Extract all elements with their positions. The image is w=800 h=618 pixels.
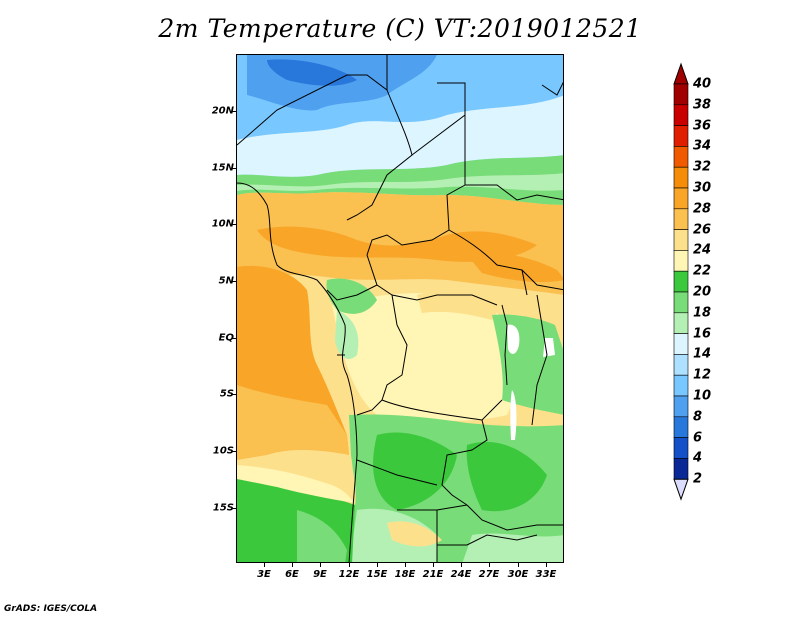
lat-label-10s: 10S xyxy=(212,445,234,457)
colorbar-swatch xyxy=(673,437,689,459)
lat-tick xyxy=(232,394,236,395)
colorbar-label: 38 xyxy=(693,97,712,113)
lon-label-12e: 12E xyxy=(338,569,360,580)
colorbar-swatch xyxy=(673,416,689,438)
colorbar-swatch xyxy=(673,333,689,355)
colorbar-swatch xyxy=(673,166,689,189)
lon-label-21e: 21E xyxy=(422,569,444,580)
colorbar-label: 36 xyxy=(693,118,712,134)
lake-tanganyika xyxy=(510,390,517,440)
lon-label-33e: 33E xyxy=(535,569,557,580)
lon-label-9e: 9E xyxy=(313,569,327,580)
colorbar-label: 14 xyxy=(693,346,712,362)
lon-tick xyxy=(461,563,462,567)
lat-tick xyxy=(232,224,236,225)
colorbar-swatch xyxy=(673,374,689,397)
colorbar-label: 24 xyxy=(693,242,712,258)
lon-tick xyxy=(546,563,547,567)
lon-label-18e: 18E xyxy=(394,569,416,580)
lon-tick xyxy=(489,563,490,567)
colorbar-swatch xyxy=(673,270,689,293)
lat-label-5n: 5N xyxy=(218,275,234,287)
colorbar-label: 6 xyxy=(693,430,703,446)
colorbar-label: 26 xyxy=(693,222,712,238)
colorbar-label: 22 xyxy=(693,263,712,279)
colorbar-top-arrow xyxy=(673,62,689,85)
lon-label-30e: 30E xyxy=(507,569,529,580)
colorbar-label: 12 xyxy=(693,367,712,383)
colorbar-label: 28 xyxy=(693,201,712,217)
colorbar-swatch xyxy=(673,104,689,126)
lon-tick xyxy=(320,563,321,567)
lat-tick xyxy=(232,338,236,339)
colorbar-swatch xyxy=(673,250,689,272)
lon-tick xyxy=(377,563,378,567)
colorbar-label: 30 xyxy=(693,180,712,196)
colorbar-swatch xyxy=(673,291,689,314)
lon-label-3e: 3E xyxy=(257,569,271,580)
colorbar-label: 10 xyxy=(693,388,712,404)
lat-tick xyxy=(232,451,236,452)
colorbar-label: 20 xyxy=(693,284,712,300)
lake-victoria xyxy=(507,324,520,354)
colorbar-swatch xyxy=(673,458,689,480)
lat-tick xyxy=(232,508,236,509)
congo-basin xyxy=(332,293,519,421)
colorbar-swatch xyxy=(673,208,689,230)
lon-tick xyxy=(433,563,434,567)
lon-tick xyxy=(264,563,265,567)
colorbar-bottom-arrow xyxy=(673,478,689,501)
lon-tick xyxy=(292,563,293,567)
colorbar-label: 4 xyxy=(693,450,703,466)
lat-tick xyxy=(232,111,236,112)
lat-label-15s: 15S xyxy=(212,502,234,514)
lon-label-27e: 27E xyxy=(478,569,500,580)
lat-tick xyxy=(232,168,236,169)
credit-text: GrADS: IGES/COLA xyxy=(4,604,98,614)
lat-label-eq: EQ xyxy=(218,332,234,344)
lon-label-15e: 15E xyxy=(366,569,388,580)
colorbar-label: 18 xyxy=(693,305,712,321)
lat-label-15n: 15N xyxy=(211,162,234,174)
colorbar-label: 2 xyxy=(693,471,703,487)
lon-tick xyxy=(405,563,406,567)
colorbar-label: 40 xyxy=(693,76,712,92)
colorbar-swatch xyxy=(673,354,689,376)
temperature-map-canvas xyxy=(237,55,563,562)
lat-tick xyxy=(232,281,236,282)
colorbar-swatch xyxy=(673,146,689,168)
map-title: 2m Temperature (C) VT:2019012521 xyxy=(158,14,642,43)
colorbar-swatch xyxy=(673,125,689,147)
lon-label-24e: 24E xyxy=(450,569,472,580)
lat-label-10n: 10N xyxy=(211,218,234,230)
colorbar-swatch xyxy=(673,83,689,106)
lon-tick xyxy=(518,563,519,567)
colorbar-swatch xyxy=(673,187,689,210)
colorbar-label: 16 xyxy=(693,326,712,342)
colorbar-swatch xyxy=(673,395,689,418)
colorbar-label: 8 xyxy=(693,409,703,425)
lat-label-20n: 20N xyxy=(211,105,234,117)
lat-label-5s: 5S xyxy=(219,388,234,400)
colorbar-swatch xyxy=(673,229,689,251)
colorbar-label: 34 xyxy=(693,138,712,154)
temperature-map xyxy=(236,54,564,563)
colorbar-label: 32 xyxy=(693,159,712,175)
sahel-green-zone xyxy=(237,155,563,205)
lon-label-6e: 6E xyxy=(285,569,299,580)
colorbar-swatch xyxy=(673,312,689,334)
country-borders xyxy=(237,55,563,562)
colorbar xyxy=(673,62,689,501)
lon-tick xyxy=(349,563,350,567)
